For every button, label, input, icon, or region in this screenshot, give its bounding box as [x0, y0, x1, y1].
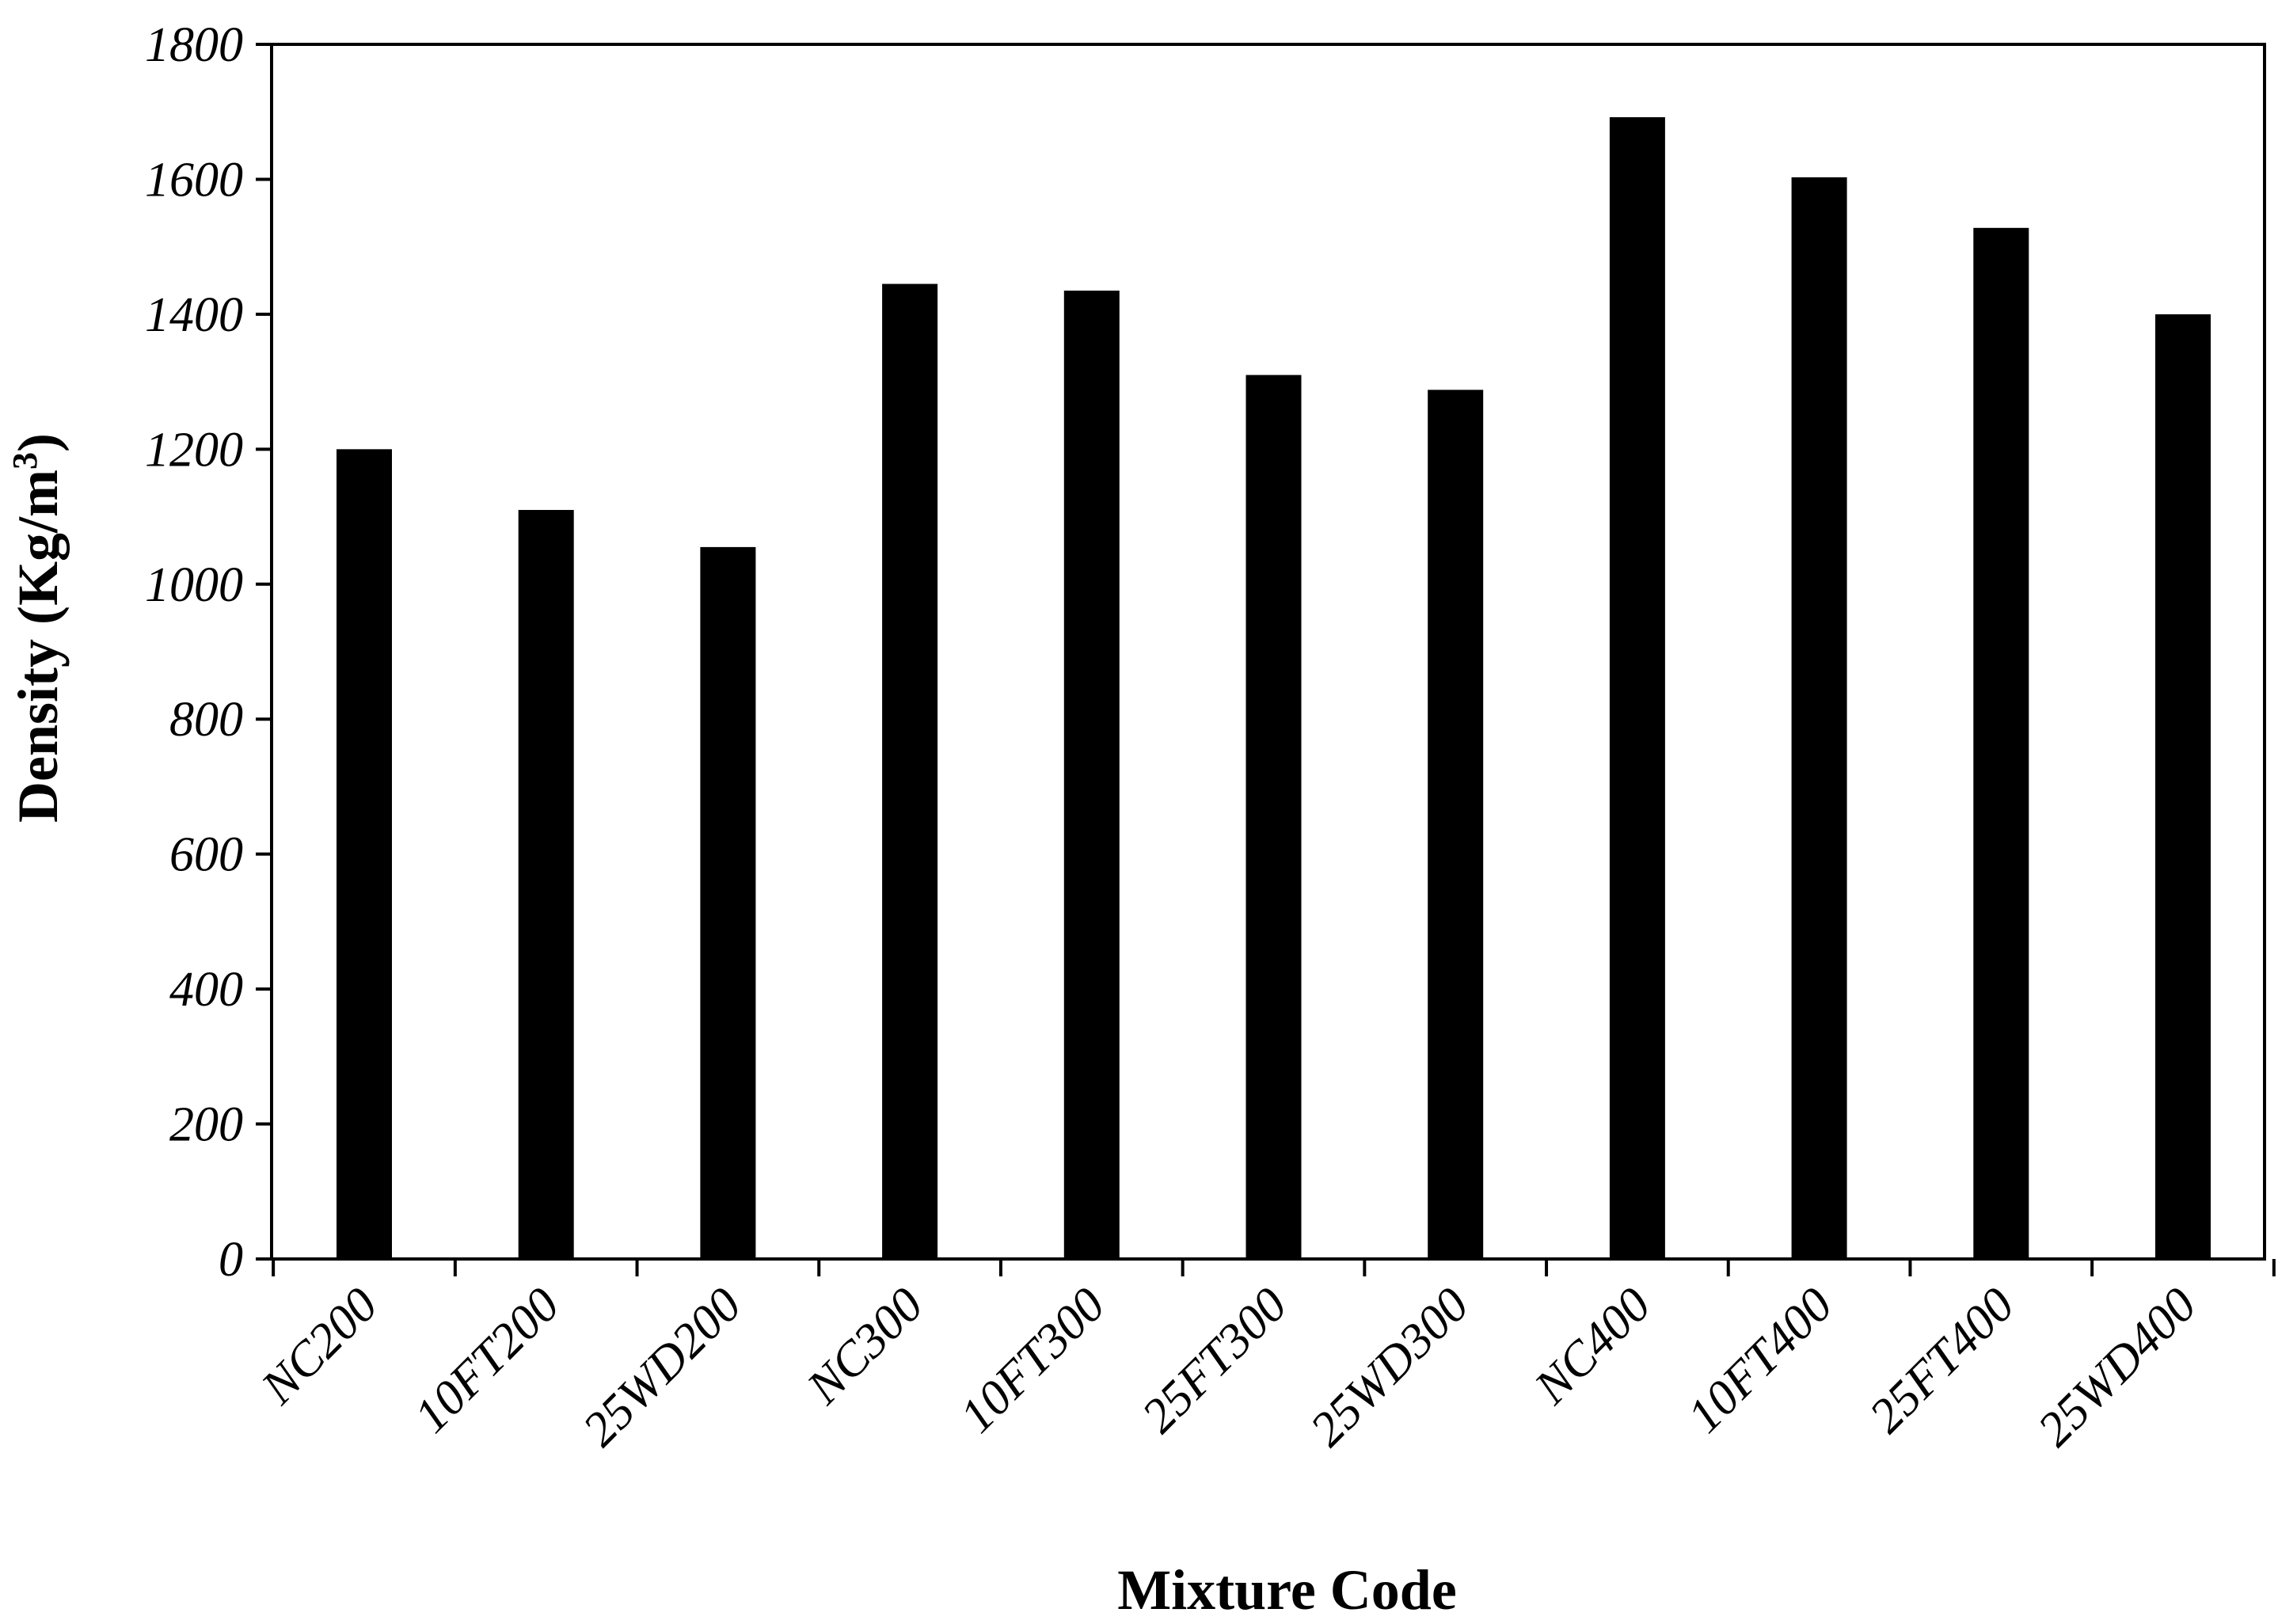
y-tick-label: 1600 — [145, 153, 243, 207]
bar-10FT200 — [518, 510, 574, 1259]
y-tick-label: 0 — [219, 1233, 243, 1287]
plot-frame — [270, 43, 2266, 1261]
x-tick-label-NC400: NC400 — [1524, 1278, 1661, 1415]
x-tick-label-25FT400: 25FT400 — [1859, 1278, 2025, 1443]
y-tick-label: 800 — [169, 693, 243, 747]
y-tick-label: 1000 — [145, 558, 243, 612]
x-tick-label-25WD300: 25WD300 — [1300, 1278, 1479, 1457]
bar-25WD200 — [700, 546, 756, 1259]
bar-NC400 — [1609, 117, 1665, 1259]
bar-25WD300 — [1428, 390, 1484, 1259]
x-tick-label-10FT200: 10FT200 — [405, 1278, 570, 1443]
y-tick-label: 1200 — [145, 423, 243, 477]
x-tick-label-25WD200: 25WD200 — [572, 1278, 751, 1457]
bar-NC200 — [337, 449, 392, 1259]
x-tick-label-NC300: NC300 — [797, 1278, 934, 1415]
bars-layer — [337, 117, 2211, 1260]
x-tick-label-NC200: NC200 — [251, 1278, 388, 1415]
bar-25FT400 — [1973, 227, 2029, 1259]
y-tick-label: 1800 — [145, 18, 243, 72]
bar-10FT400 — [1791, 177, 1847, 1259]
bar-25WD400 — [2155, 314, 2211, 1259]
y-tick-label: 200 — [169, 1098, 243, 1152]
bar-NC300 — [882, 283, 938, 1260]
x-tick-label-10FT300: 10FT300 — [950, 1278, 1116, 1443]
x-tick-label-25WD400: 25WD400 — [2028, 1278, 2207, 1457]
bar-25FT300 — [1245, 375, 1302, 1260]
y-axis-title: Density (Kg/m3) — [6, 433, 70, 823]
y-tick-label: 600 — [169, 828, 243, 882]
y-axis-title-main: Density (Kg/m — [6, 470, 70, 823]
x-axis-title: Mixture Code — [1117, 1558, 1457, 1622]
y-axis-title-close: ) — [6, 433, 70, 452]
axes-layer — [270, 43, 2266, 1261]
y-axis-title-superscript: 3 — [6, 452, 44, 470]
y-tick-label: 400 — [169, 963, 243, 1017]
y-tick-label: 1400 — [145, 288, 243, 342]
x-tick-label-10FT400: 10FT400 — [1678, 1278, 1843, 1443]
x-tick-label-25FT300: 25FT300 — [1132, 1278, 1298, 1443]
bar-10FT300 — [1063, 291, 1120, 1260]
